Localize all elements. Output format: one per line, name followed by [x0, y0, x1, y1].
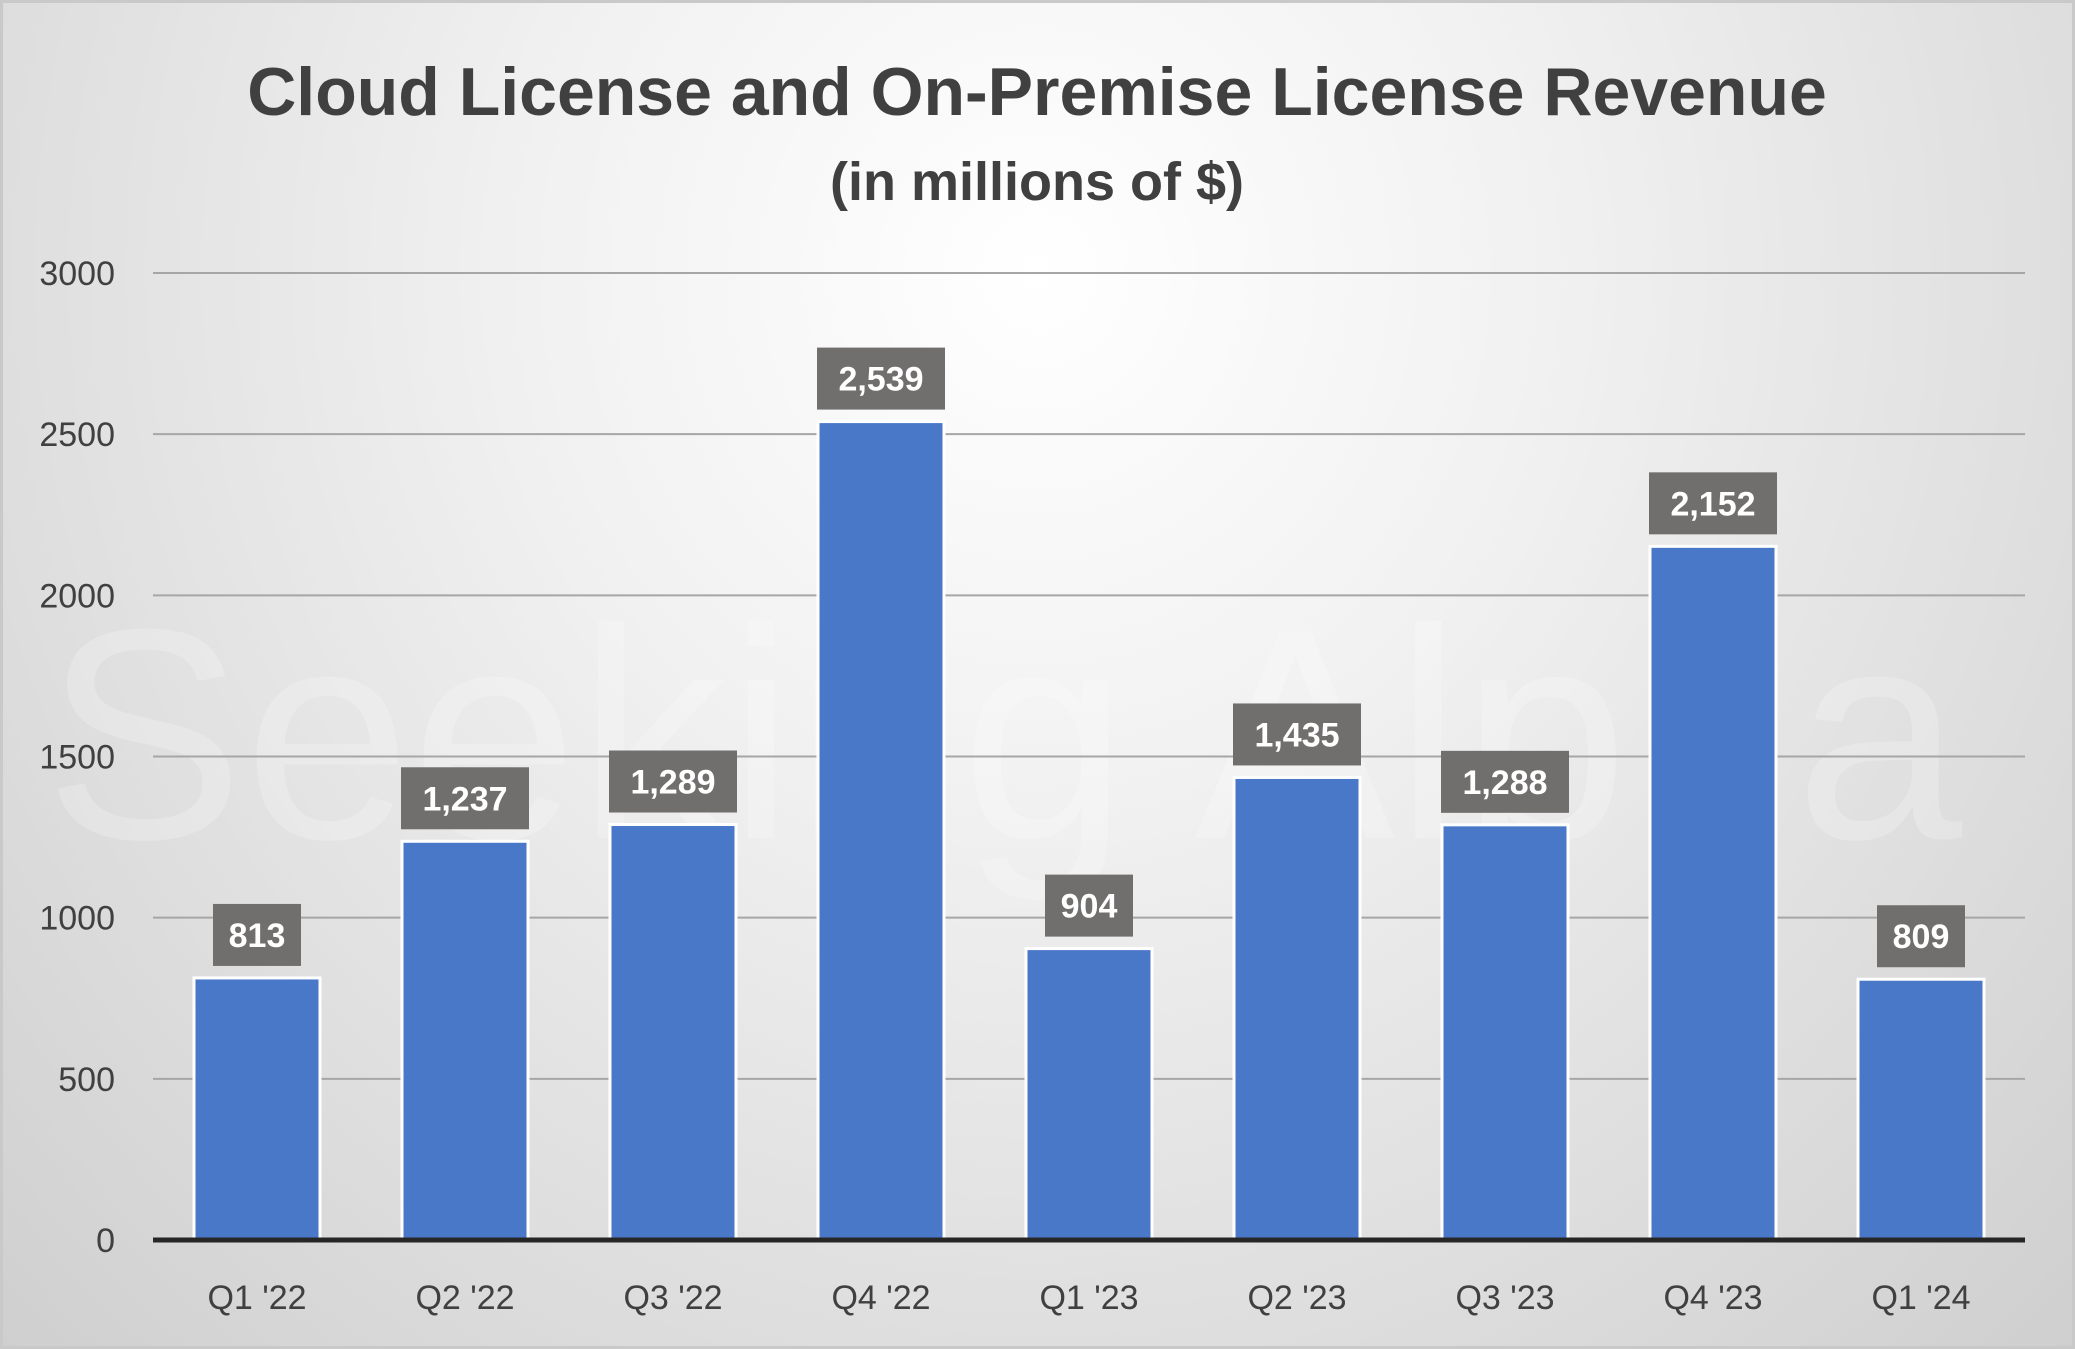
data-label: 1,288	[1462, 764, 1547, 802]
data-label: 1,237	[422, 780, 507, 818]
x-tick-label: Q1 '24	[1871, 1279, 1970, 1317]
data-label-box	[1877, 905, 1965, 968]
x-tick-label: Q3 '23	[1455, 1279, 1554, 1317]
y-tick-label: 1000	[39, 900, 115, 938]
y-tick-label: 0	[96, 1222, 115, 1260]
bar-q1-22	[192, 976, 322, 1242]
y-tick-label: 2500	[39, 416, 115, 454]
watermark-text: Seeking Alpha	[44, 566, 1964, 904]
bar-q3-22	[608, 823, 738, 1242]
data-label-box	[609, 750, 737, 813]
bar-chart: Cloud License and On-Premise License Rev…	[39, 54, 2025, 1317]
bar-q4-22	[816, 420, 946, 1242]
x-tick-label: Q2 '22	[415, 1279, 514, 1317]
chart-title: Cloud License and On-Premise License Rev…	[247, 54, 1827, 130]
data-label-box	[1441, 750, 1569, 813]
bar-q1-24	[1856, 977, 1986, 1242]
y-tick-label: 1500	[39, 739, 115, 777]
data-label-box	[1649, 472, 1777, 535]
data-label: 2,152	[1670, 485, 1755, 523]
bar-q2-23	[1232, 775, 1362, 1242]
y-tick-label: 2000	[39, 577, 115, 615]
data-label-box	[1045, 874, 1133, 937]
data-label: 1,289	[630, 764, 715, 802]
bar-q1-23	[1024, 947, 1154, 1242]
bar-q3-23	[1440, 823, 1570, 1242]
y-tick-label: 500	[58, 1061, 115, 1099]
bar-q2-22	[400, 839, 530, 1242]
x-tick-label: Q3 '22	[623, 1279, 722, 1317]
data-label: 1,435	[1254, 716, 1339, 754]
x-tick-label: Q2 '23	[1247, 1279, 1346, 1317]
data-label: 809	[1893, 918, 1950, 956]
data-label-box	[1233, 703, 1361, 766]
bar-q4-23	[1648, 544, 1778, 1242]
x-tick-label: Q4 '22	[831, 1279, 930, 1317]
data-label: 2,539	[838, 361, 923, 399]
data-label-box	[401, 767, 529, 830]
data-label-box	[213, 903, 301, 966]
x-tick-label: Q4 '23	[1663, 1279, 1762, 1317]
chart-subtitle: (in millions of $)	[830, 152, 1244, 212]
data-label: 904	[1061, 888, 1118, 926]
x-tick-label: Q1 '23	[1039, 1279, 1138, 1317]
y-tick-label: 3000	[39, 255, 115, 293]
data-label-box	[817, 347, 945, 410]
data-label: 813	[229, 917, 286, 955]
x-tick-label: Q1 '22	[207, 1279, 306, 1317]
